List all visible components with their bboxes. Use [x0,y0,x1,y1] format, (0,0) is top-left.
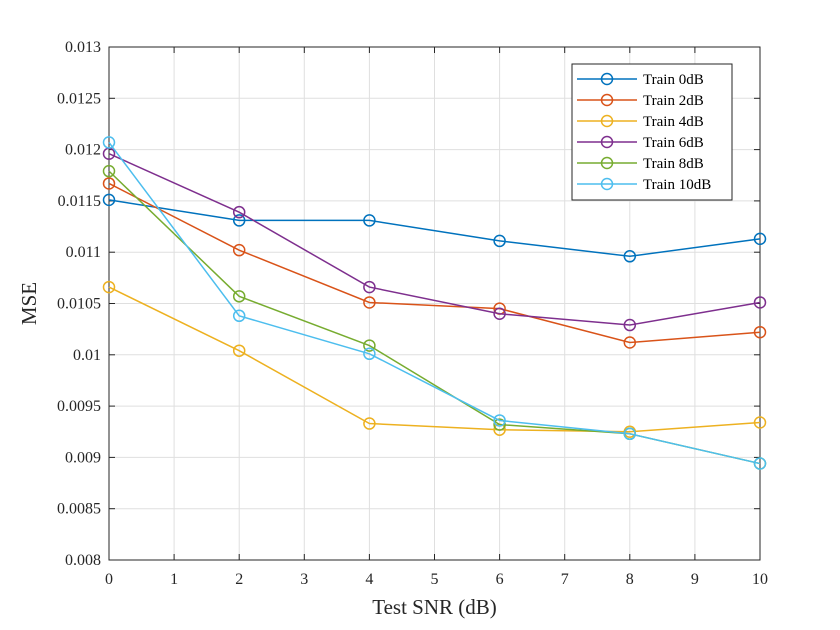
x-tick-label: 6 [496,571,504,588]
data-point-marker [232,290,246,303]
x-axis-title: Test SNR (dB) [372,595,497,619]
data-point-marker [363,347,376,361]
x-tick-label: 10 [752,571,768,588]
legend-marker [600,177,614,191]
data-point-marker [363,280,376,294]
x-axis-ticks: 0 1 2 3 4 5 6 7 8 9 10 [105,47,768,588]
legend-label: Train 8dB [643,156,704,172]
data-point-marker [623,336,637,349]
y-tick-label: 0.0095 [57,398,101,415]
legend-marker [600,114,614,128]
x-tick-label: 2 [235,571,243,588]
data-point-marker [623,318,637,332]
series-train-10db [102,136,767,470]
legend-item: Train 10dB [577,177,711,193]
legend-label: Train 4dB [643,114,704,130]
legend-item: Train 8dB [577,156,704,172]
y-axis-ticks: 0.008 0.0085 0.009 0.0095 0.01 0.0105 0.011 0.0… [57,39,760,569]
data-point-marker [232,205,246,219]
x-tick-label: 0 [105,571,113,588]
x-tick-label: 4 [365,571,373,588]
data-point-marker [232,214,246,227]
legend-marker [600,156,614,170]
data-point-marker [753,296,767,309]
data-point-marker [493,414,506,427]
legend-item: Train 2dB [577,93,704,109]
data-point-marker [363,417,376,430]
x-tick-label: 3 [300,571,308,588]
x-tick-label: 5 [431,571,439,588]
legend-label: Train 2dB [643,93,704,109]
data-point-marker [493,418,506,431]
y-tick-label: 0.0085 [57,501,101,518]
y-tick-label: 0.008 [65,552,101,569]
series-line [108,199,761,258]
legend-item: Train 6dB [577,135,704,151]
data-point-marker [363,339,376,352]
legend: Train 0dB Train 2dB Train 4dB Train 6dB Trai… [571,63,733,201]
legend-marker [600,135,614,149]
legend-item: Train 0dB [577,72,704,88]
data-point-marker [232,243,246,257]
data-point-marker [102,164,116,178]
y-tick-label: 0.0115 [58,193,101,210]
data-point-marker [232,344,246,357]
legend-marker [600,72,614,86]
data-point-marker [753,325,767,339]
data-point-marker [493,307,506,321]
data-point-marker [232,309,246,323]
data-point-marker [102,177,116,190]
y-tick-label: 0.012 [65,142,101,159]
data-point-marker [363,296,376,309]
legend-label: Train 10dB [643,177,711,193]
x-tick-label: 1 [170,571,178,588]
series-train-0db [102,193,767,263]
y-tick-label: 0.0105 [57,296,101,313]
data-point-marker [753,457,767,470]
legend-label: Train 0dB [643,72,704,88]
data-point-marker [102,193,116,207]
series-line [108,182,761,344]
data-point-marker [753,232,767,246]
x-tick-label: 7 [561,571,569,588]
series-train-2db [102,177,767,349]
series-line [108,286,761,433]
y-tick-label: 0.011 [66,244,101,261]
data-point-marker [623,427,637,441]
y-tick-label: 0.013 [65,39,101,56]
x-tick-label: 9 [691,571,699,588]
y-tick-label: 0.009 [65,449,101,466]
y-tick-label: 0.0125 [57,90,101,107]
legend-marker [600,93,614,107]
legend-box [571,63,733,201]
data-point-marker [363,214,376,227]
data-point-marker [102,280,116,294]
data-point-marker [753,416,767,429]
legend-item: Train 4dB [577,114,704,130]
data-point-marker [102,136,116,149]
y-tick-label: 0.01 [73,347,101,364]
legend-label: Train 6dB [643,135,704,151]
series-line [108,141,761,465]
y-axis-title: MSE [17,282,41,325]
data-point-marker [623,250,637,263]
series-line [108,153,761,326]
x-tick-label: 8 [626,571,634,588]
data-point-marker [493,234,506,248]
series-lines [102,136,767,470]
